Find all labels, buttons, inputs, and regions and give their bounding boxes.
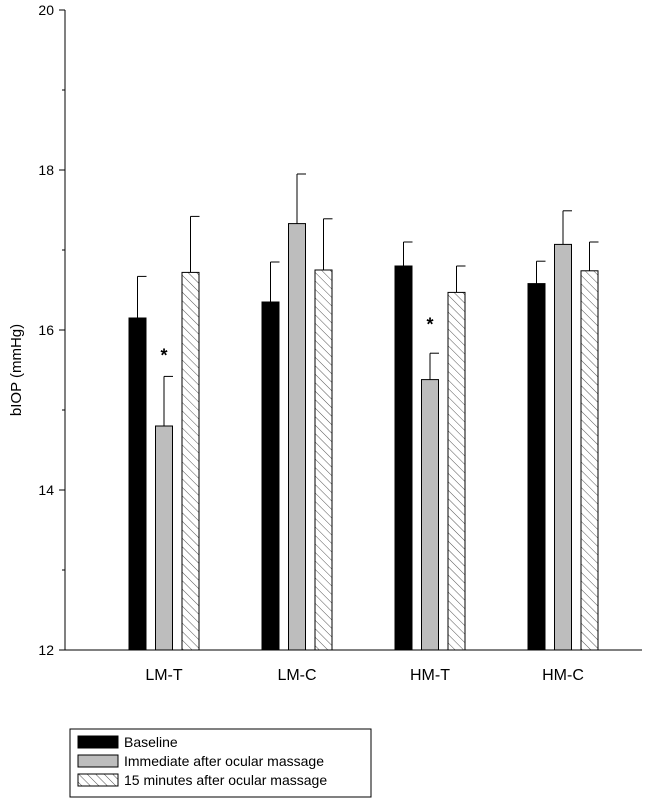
bar-baseline-lm-t <box>128 317 147 651</box>
bar-15min-hm-c <box>580 270 599 651</box>
plot-area: 12 14 16 18 20 bIOP (mmHg) LM-T LM-C HM-T HM-C * * <box>8 2 642 684</box>
y-axis-label: bIOP (mmHg) <box>8 324 25 416</box>
legend-swatch <box>77 754 119 768</box>
bar-immediate-hm-c <box>554 243 572 651</box>
significance-asterisk: * <box>426 314 433 334</box>
legend-swatch <box>77 773 119 787</box>
bar-immediate-lm-t <box>155 425 173 651</box>
y-tick-label: 20 <box>38 2 54 18</box>
legend-swatch <box>77 735 119 749</box>
legend: Baseline Immediate after ocular massage 15… <box>69 728 372 798</box>
x-tick-label: LM-C <box>277 667 316 684</box>
legend-label: 15 minutes after ocular massage <box>124 772 327 788</box>
bar-immediate-hm-t <box>421 379 439 651</box>
y-tick-label: 12 <box>38 642 54 658</box>
bar-baseline-hm-t <box>394 265 413 651</box>
y-tick-label: 14 <box>38 482 54 498</box>
legend-label: Baseline <box>124 734 178 750</box>
x-tick-label: HM-T <box>410 667 450 684</box>
legend-box <box>69 728 372 798</box>
bar-15min-lm-c <box>314 269 333 651</box>
bar-15min-hm-t <box>447 291 466 651</box>
y-tick-label: 18 <box>38 162 54 178</box>
bar-baseline-hm-c <box>527 283 546 651</box>
significance-asterisk: * <box>160 346 167 366</box>
bar-immediate-lm-c <box>288 223 306 651</box>
legend-label: Immediate after ocular massage <box>124 753 324 769</box>
bar-baseline-lm-c <box>261 301 280 651</box>
x-tick-label: HM-C <box>542 667 584 684</box>
x-tick-label: LM-T <box>145 667 183 684</box>
y-tick-label: 16 <box>38 322 54 338</box>
bar-15min-lm-t <box>181 271 200 651</box>
